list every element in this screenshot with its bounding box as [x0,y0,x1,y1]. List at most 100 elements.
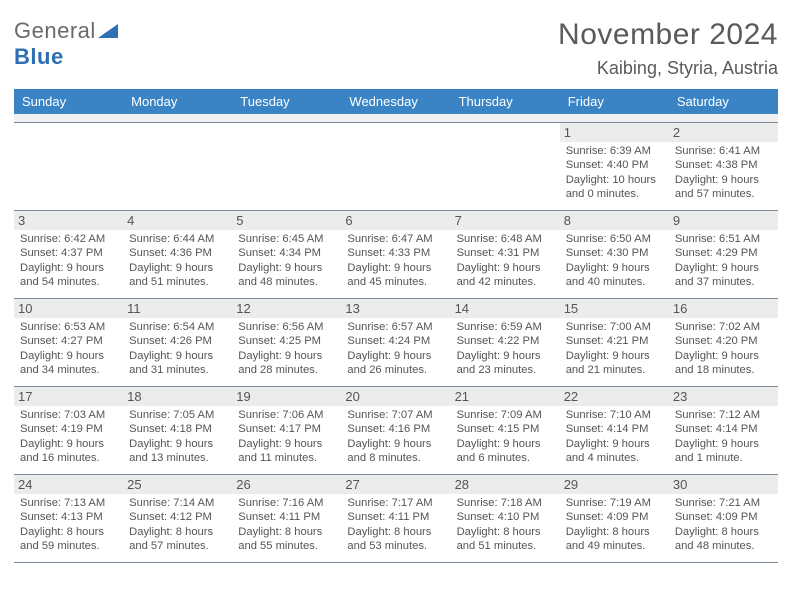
sunset-text: Sunset: 4:17 PM [238,422,337,437]
day-number: 22 [560,387,669,406]
week-row: 10Sunrise: 6:53 AMSunset: 4:27 PMDayligh… [14,298,778,386]
day-cell: 19Sunrise: 7:06 AMSunset: 4:17 PMDayligh… [232,386,341,474]
day-number: 29 [560,475,669,494]
day-cell: 10Sunrise: 6:53 AMSunset: 4:27 PMDayligh… [14,298,123,386]
day-cell: 15Sunrise: 7:00 AMSunset: 4:21 PMDayligh… [560,298,669,386]
sunrise-text: Sunrise: 7:07 AM [347,408,446,423]
sunset-text: Sunset: 4:37 PM [20,246,119,261]
day-cell: 29Sunrise: 7:19 AMSunset: 4:09 PMDayligh… [560,474,669,562]
daylight-text: Daylight: 9 hours and 48 minutes. [238,261,337,290]
day-cell: 21Sunrise: 7:09 AMSunset: 4:15 PMDayligh… [451,386,560,474]
day-number: 26 [232,475,341,494]
sunrise-text: Sunrise: 7:21 AM [675,496,774,511]
sunrise-text: Sunrise: 6:54 AM [129,320,228,335]
sunrise-text: Sunrise: 6:48 AM [457,232,556,247]
day-cell: 11 Sunrise: 6:54 AMSunset: 4:26 PMDayligh… [123,298,232,386]
sunrise-text: Sunrise: 6:57 AM [347,320,446,335]
daylight-text: Daylight: 9 hours and 6 minutes. [457,437,556,466]
day-cell: 25 Sunrise: 7:14 AMSunset: 4:12 PMDayligh… [123,474,232,562]
day-cell: 18Sunrise: 7:05 AMSunset: 4:18 PMDayligh… [123,386,232,474]
header: General Blue November 2024 Kaibing, Styr… [14,18,778,79]
day-cell: 2Sunrise: 6:41 AMSunset: 4:38 PMDaylight… [669,122,778,210]
sunrise-text: Sunrise: 7:10 AM [566,408,665,423]
day-events: Sunrise: 7:03 AMSunset: 4:19 PMDaylight:… [20,408,119,466]
sunrise-text: Sunrise: 7:18 AM [457,496,556,511]
dow-tuesday: Tuesday [232,89,341,114]
day-cell: 14Sunrise: 6:59 AMSunset: 4:22 PMDayligh… [451,298,560,386]
daylight-text: Daylight: 8 hours and 48 minutes. [675,525,774,554]
sunrise-text: Sunrise: 6:44 AM [129,232,228,247]
day-events: Sunrise: 6:53 AMSunset: 4:27 PMDaylight:… [20,320,119,378]
day-cell: 22Sunrise: 7:10 AMSunset: 4:14 PMDayligh… [560,386,669,474]
day-events: Sunrise: 6:48 AMSunset: 4:31 PMDaylight:… [457,232,556,290]
day-events: Sunrise: 6:45 AMSunset: 4:34 PMDaylight:… [238,232,337,290]
daylight-text: Daylight: 9 hours and 54 minutes. [20,261,119,290]
month-title: November 2024 [558,18,778,52]
dow-wednesday: Wednesday [341,89,450,114]
sunset-text: Sunset: 4:18 PM [129,422,228,437]
day-events: Sunrise: 6:50 AMSunset: 4:30 PMDaylight:… [566,232,665,290]
day-cell: 30Sunrise: 7:21 AMSunset: 4:09 PMDayligh… [669,474,778,562]
day-number: 24 [14,475,123,494]
day-cell: 7Sunrise: 6:48 AMSunset: 4:31 PMDaylight… [451,210,560,298]
day-number: 14 [451,299,560,318]
calendar-table: Sunday Monday Tuesday Wednesday Thursday… [14,89,778,563]
sunrise-text: Sunrise: 7:13 AM [20,496,119,511]
day-number: 20 [341,387,450,406]
day-cell: 27Sunrise: 7:17 AMSunset: 4:11 PMDayligh… [341,474,450,562]
day-events: Sunrise: 6:47 AMSunset: 4:33 PMDaylight:… [347,232,446,290]
day-number: 16 [669,299,778,318]
sunrise-text: Sunrise: 7:05 AM [129,408,228,423]
location: Kaibing, Styria, Austria [558,58,778,79]
sunrise-text: Sunrise: 7:09 AM [457,408,556,423]
day-cell: 16Sunrise: 7:02 AMSunset: 4:20 PMDayligh… [669,298,778,386]
sunrise-text: Sunrise: 7:16 AM [238,496,337,511]
day-cell: 13Sunrise: 6:57 AMSunset: 4:24 PMDayligh… [341,298,450,386]
logo: General Blue [14,18,118,70]
daylight-text: Daylight: 9 hours and 31 minutes. [129,349,228,378]
sunset-text: Sunset: 4:15 PM [457,422,556,437]
sunset-text: Sunset: 4:26 PM [129,334,228,349]
sunset-text: Sunset: 4:09 PM [566,510,665,525]
sunset-text: Sunset: 4:25 PM [238,334,337,349]
sunrise-text: Sunrise: 7:00 AM [566,320,665,335]
daylight-text: Daylight: 8 hours and 49 minutes. [566,525,665,554]
day-cell: 12Sunrise: 6:56 AMSunset: 4:25 PMDayligh… [232,298,341,386]
day-number: 17 [14,387,123,406]
day-number: 30 [669,475,778,494]
sunrise-text: Sunrise: 6:47 AM [347,232,446,247]
day-events: Sunrise: 6:57 AMSunset: 4:24 PMDaylight:… [347,320,446,378]
spacer-row [14,114,778,122]
day-events: Sunrise: 7:06 AMSunset: 4:17 PMDaylight:… [238,408,337,466]
sunrise-text: Sunrise: 7:17 AM [347,496,446,511]
day-events: Sunrise: 6:44 AMSunset: 4:36 PMDaylight:… [129,232,228,290]
sunset-text: Sunset: 4:16 PM [347,422,446,437]
day-events: Sunrise: 7:14 AMSunset: 4:12 PMDaylight:… [129,496,228,554]
sunset-text: Sunset: 4:12 PM [129,510,228,525]
sunset-text: Sunset: 4:11 PM [347,510,446,525]
day-number: 11 [123,299,232,318]
daylight-text: Daylight: 9 hours and 11 minutes. [238,437,337,466]
sunrise-text: Sunrise: 6:53 AM [20,320,119,335]
daylight-text: Daylight: 9 hours and 8 minutes. [347,437,446,466]
sunset-text: Sunset: 4:14 PM [675,422,774,437]
sunrise-text: Sunrise: 6:59 AM [457,320,556,335]
day-number: 25 [123,475,232,494]
daylight-text: Daylight: 9 hours and 57 minutes. [675,173,774,202]
sunrise-text: Sunrise: 6:42 AM [20,232,119,247]
daylight-text: Daylight: 9 hours and 42 minutes. [457,261,556,290]
day-cell: 5Sunrise: 6:45 AMSunset: 4:34 PMDaylight… [232,210,341,298]
sunrise-text: Sunrise: 7:14 AM [129,496,228,511]
sunrise-text: Sunrise: 6:51 AM [675,232,774,247]
sunrise-text: Sunrise: 6:56 AM [238,320,337,335]
daylight-text: Daylight: 9 hours and 4 minutes. [566,437,665,466]
sunset-text: Sunset: 4:31 PM [457,246,556,261]
day-number: 12 [232,299,341,318]
day-events: Sunrise: 7:00 AMSunset: 4:21 PMDaylight:… [566,320,665,378]
sunrise-text: Sunrise: 7:03 AM [20,408,119,423]
sunrise-text: Sunrise: 6:39 AM [566,144,665,159]
day-events: Sunrise: 7:09 AMSunset: 4:15 PMDaylight:… [457,408,556,466]
day-cell: 8Sunrise: 6:50 AMSunset: 4:30 PMDaylight… [560,210,669,298]
day-number: 23 [669,387,778,406]
dow-monday: Monday [123,89,232,114]
